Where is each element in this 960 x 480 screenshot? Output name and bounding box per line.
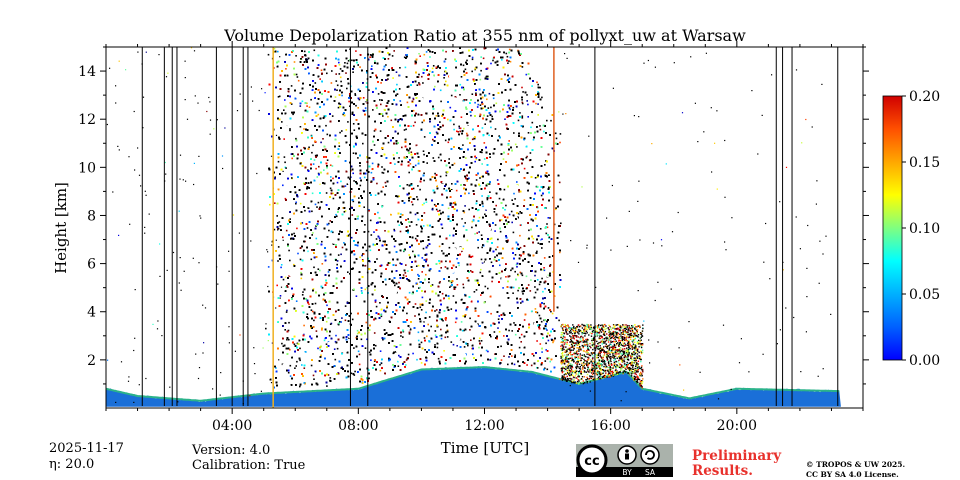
x-axis-label: Time [UTC]: [441, 439, 530, 457]
x-tick-label: 20:00: [717, 418, 757, 434]
y-tick-label: 8: [87, 208, 96, 224]
y-axis-label: Height [km]: [52, 182, 70, 274]
colorbar: [882, 95, 903, 361]
x-axis: 04:00 08:00 12:00 16:00 20:00: [105, 41, 864, 434]
date-label: 2025-11-17: [49, 441, 124, 456]
y-tick-label: 12: [78, 112, 96, 128]
copyright-line-1: © TROPOS & UW 2025.: [806, 460, 905, 470]
x-tick-label: 12:00: [464, 418, 504, 434]
plot-frame: [105, 46, 864, 409]
y-tick-label: 10: [78, 160, 96, 176]
copyright-line-2: CC BY SA 4.0 License.: [806, 470, 905, 480]
colorbar-axis: 0.00 0.05 0.10 0.15 0.20: [902, 89, 940, 369]
x-tick-label: 08:00: [338, 418, 378, 434]
y-tick-label: 2: [87, 353, 96, 369]
x-tick-label: 16:00: [590, 418, 630, 434]
plot-area: [105, 47, 841, 408]
y-axis: 2 4 6 8 10 12 14: [78, 46, 869, 385]
colorbar-tick-label: 0.10: [909, 221, 940, 237]
preliminary-line-2: Results.: [692, 464, 781, 479]
share-alike-icon: [640, 445, 660, 465]
copyright-note: © TROPOS & UW 2025. CC BY SA 4.0 License…: [806, 460, 905, 480]
y-tick-label: 4: [87, 305, 96, 321]
preliminary-line-1: Preliminary: [692, 449, 781, 464]
cc-icon: [576, 444, 608, 476]
colorbar-tick-label: 0.15: [909, 155, 940, 171]
chart-title: Volume Depolarization Ratio at 355 nm of…: [223, 26, 746, 45]
version-label: Version: 4.0: [192, 443, 270, 458]
y-tick-label: 14: [78, 64, 96, 80]
x-tick-label: 04:00: [212, 418, 252, 434]
colorbar-tick-label: 0.00: [909, 353, 940, 369]
cc-by-sa-license-badge: cc BY SA: [576, 444, 673, 477]
calibration-label: Calibration: True: [192, 458, 305, 473]
y-tick-label: 6: [87, 257, 96, 273]
colorbar-tick-label: 0.05: [909, 287, 940, 303]
preliminary-results-note: Preliminary Results.: [692, 449, 781, 479]
colorbar-tick-label: 0.20: [909, 89, 940, 105]
eta-label: η: 20.0: [49, 457, 94, 472]
